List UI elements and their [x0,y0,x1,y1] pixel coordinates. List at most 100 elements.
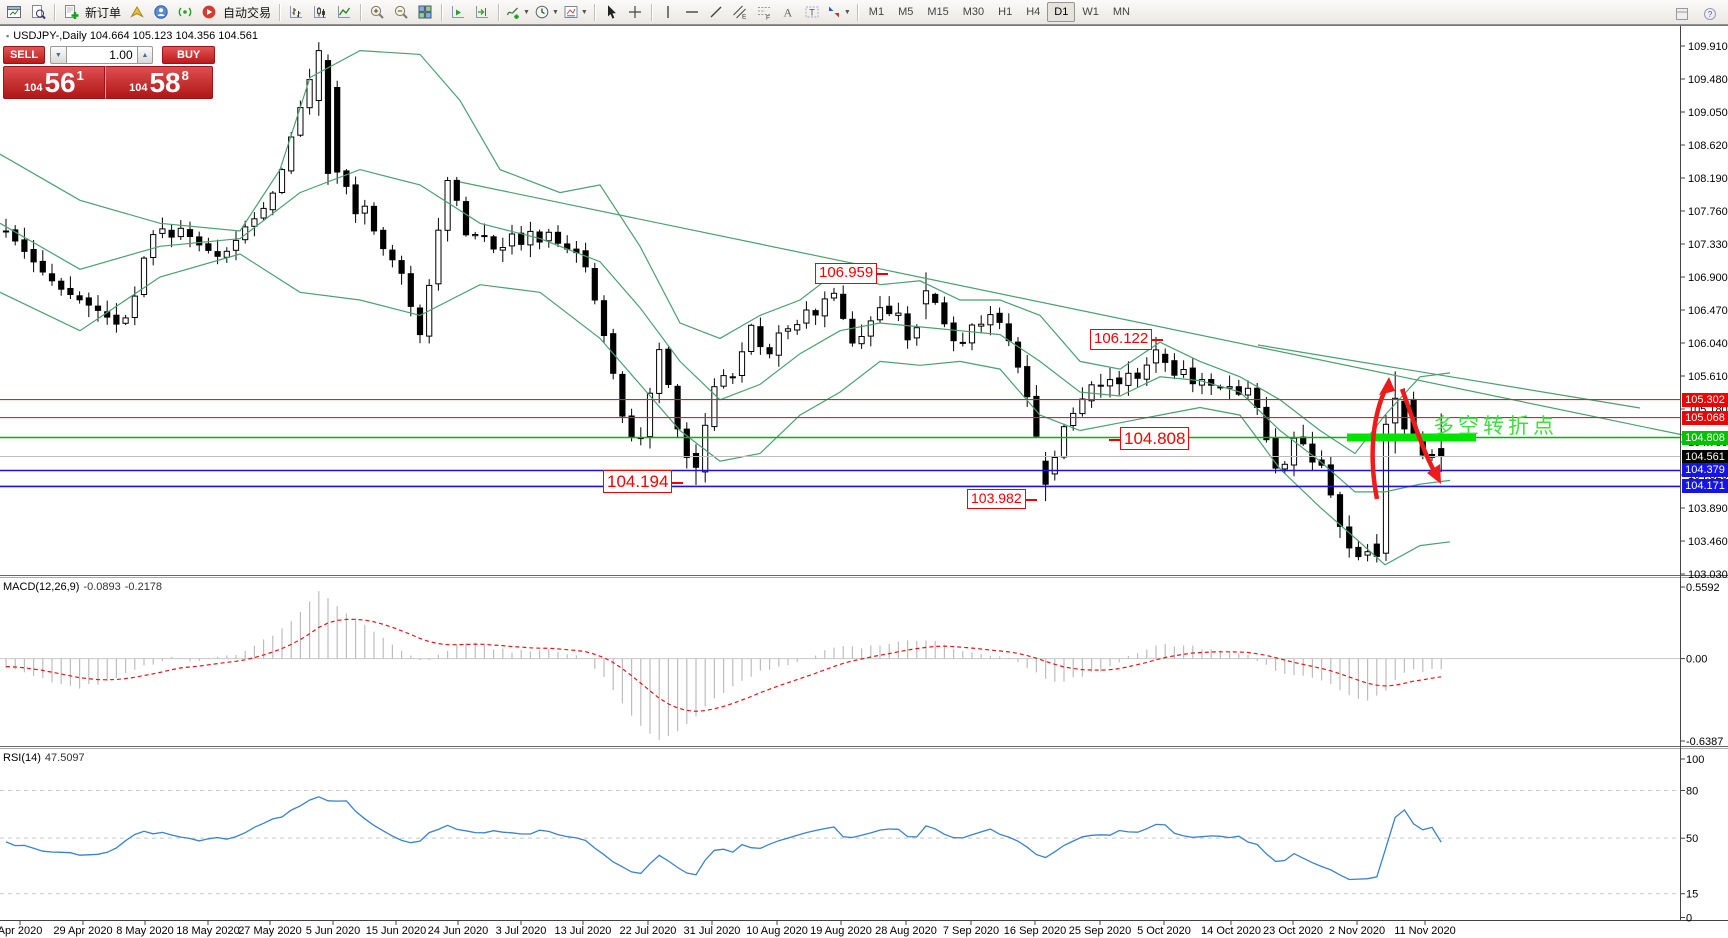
sell-button[interactable]: SELL [3,46,45,64]
bar-chart-icon[interactable] [285,1,307,23]
timeframe-m15[interactable]: M15 [927,6,949,18]
support-highlight-bar [1347,433,1476,442]
timeframe-m1[interactable]: M1 [868,6,885,18]
auto-scroll-icon[interactable] [447,1,469,23]
market-watch-icon[interactable] [27,1,49,23]
top-toolbar: 新订单 自动交易 ▼ ▼ ▼ E F A T ▼ M1 M5 M15 M30 H1 H4 D1 W1 MN [0,0,1728,25]
svg-text:?: ? [1708,10,1713,19]
chart-window-icon[interactable] [3,1,25,23]
indicators-icon[interactable]: ▼ [504,1,531,23]
arrows-icon[interactable]: ▼ [825,1,852,23]
bollinger-bands [0,49,1451,566]
volume-decrease-button[interactable]: ▼ [50,46,67,64]
zoom-in-icon[interactable] [366,1,388,23]
chart-shift-icon[interactable] [471,1,493,23]
timeframe-h1[interactable]: H1 [998,6,1013,18]
svg-text:29 Apr 2020: 29 Apr 2020 [53,925,112,937]
dropdown-arrow-icon[interactable]: ▼ [843,8,851,16]
zoom-out-icon[interactable] [390,1,412,23]
horizontal-line-icon[interactable] [681,1,703,23]
buy-price[interactable]: 104 58 8 [105,66,213,99]
timeframe-w1[interactable]: W1 [1082,6,1099,18]
volume-increase-button[interactable]: ▲ [136,46,154,64]
svg-text:13 Jul 2020: 13 Jul 2020 [555,925,612,937]
trendline-2 [1257,344,1641,409]
up-arrow-head [1379,377,1395,395]
dropdown-arrow-icon[interactable]: ▼ [580,8,588,16]
new-order-label[interactable]: 新订单 [85,5,122,20]
svg-text:106.900: 106.900 [1688,272,1728,284]
svg-text:15 Jun 2020: 15 Jun 2020 [366,925,427,937]
svg-text:14 Oct 2020: 14 Oct 2020 [1201,925,1261,937]
svg-text:104.320: 104.320 [1688,470,1728,482]
svg-text:108.620: 108.620 [1688,140,1728,152]
trendline-1 [459,181,1689,437]
toolbar-separator [441,3,443,21]
svg-text:2 Nov 2020: 2 Nov 2020 [1329,925,1385,937]
rsi-pane [0,790,1680,895]
candle-chart-icon[interactable] [309,1,331,23]
timeframe-m5[interactable]: M5 [898,6,914,18]
vertical-line-icon[interactable] [657,1,679,23]
buy-price-handle: 104 [129,82,148,94]
chart-title-text: USDJPY-,Daily 104.664 105.123 104.356 10… [13,30,259,42]
buy-price-point: 8 [181,68,189,83]
signals-icon[interactable] [174,1,196,23]
svg-text:0.00: 0.00 [1686,654,1707,666]
svg-text:106.040: 106.040 [1688,338,1728,350]
autotrade-icon[interactable] [198,1,220,23]
dropdown-arrow-icon[interactable]: ▼ [523,8,530,16]
svg-text:0: 0 [1686,913,1692,925]
svg-text:5 Jun 2020: 5 Jun 2020 [306,925,360,937]
svg-text:25 Sep 2020: 25 Sep 2020 [1069,925,1131,937]
tile-windows-icon[interactable] [414,1,436,23]
line-chart-icon[interactable] [333,1,355,23]
bollinger-middle [0,168,1451,493]
horizontal-level-lines [0,399,1680,488]
svg-text:27 May 2020: 27 May 2020 [238,925,302,937]
svg-text:28 Aug 2020: 28 Aug 2020 [875,925,937,937]
new-order-icon[interactable] [60,1,82,23]
timeframe-h4[interactable]: H4 [1026,6,1041,18]
fibonacci-icon[interactable]: F [753,1,775,23]
text-icon[interactable]: A [777,1,799,23]
volume-input[interactable] [66,46,137,64]
metaeditor-icon[interactable] [126,1,148,23]
svg-text:105.180: 105.180 [1688,404,1728,416]
timeframe-d1[interactable]: D1 [1047,2,1076,22]
sell-price[interactable]: 104 56 1 [3,66,105,99]
toolbar-separator [856,3,858,21]
trendline-icon[interactable] [705,1,727,23]
crosshair-icon[interactable] [624,1,646,23]
date-axis[interactable]: Apr 2020 29 Apr 2020 8 May 2020 18 May 2020… [0,920,1456,937]
buy-button[interactable]: BUY [162,46,216,64]
svg-text:109.910: 109.910 [1688,41,1728,53]
svg-text:104.750: 104.750 [1688,437,1728,449]
svg-text:22 Jul 2020: 22 Jul 2020 [620,925,677,937]
dropdown-arrow-icon[interactable]: ▼ [551,8,559,16]
svg-text:109.050: 109.050 [1688,107,1728,119]
docking-icon[interactable] [1671,3,1693,25]
periods-icon[interactable]: ▼ [533,1,560,23]
help-icon[interactable]: ? [1699,3,1721,25]
svg-text:103.030: 103.030 [1688,569,1728,581]
svg-text:19 Aug 2020: 19 Aug 2020 [810,925,872,937]
autotrade-label[interactable]: 自动交易 [223,5,272,20]
cursor-icon[interactable] [600,1,622,23]
svg-text:107.330: 107.330 [1688,239,1728,251]
templates-icon[interactable]: ▼ [562,1,589,23]
timeframe-m30[interactable]: M30 [962,6,985,18]
timeframe-mn[interactable]: MN [1112,6,1130,18]
annotation-arrows [1370,377,1441,500]
svg-text:10 Aug 2020: 10 Aug 2020 [746,925,808,937]
sell-price-pips: 56 [44,67,76,98]
channel-icon[interactable]: E [729,1,751,23]
chart-title: ▪ USDJPY-,Daily 104.664 105.123 104.356 1… [6,30,258,42]
terminal-icon[interactable] [150,1,172,23]
down-arrow [1399,388,1436,473]
toolbar-separator [54,3,55,21]
label-icon[interactable]: T [801,1,823,23]
svg-text:23 Oct 2020: 23 Oct 2020 [1263,925,1323,937]
